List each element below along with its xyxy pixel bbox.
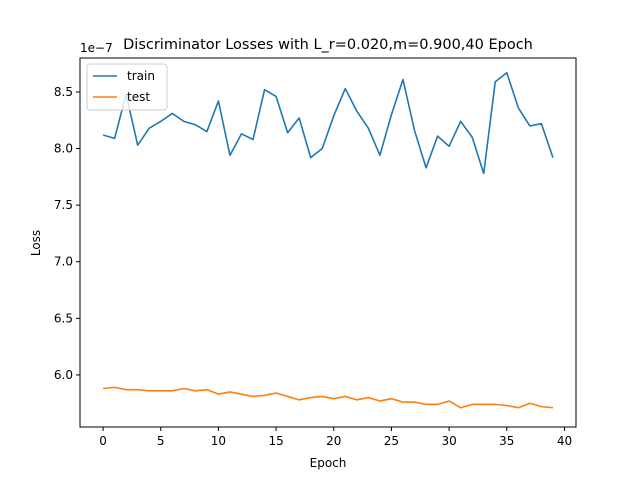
plot-frame xyxy=(79,57,577,428)
x-tick-label: 10 xyxy=(211,434,226,448)
legend: train test xyxy=(86,63,168,111)
series-line-test xyxy=(102,386,554,409)
x-tick-label: 0 xyxy=(99,434,107,448)
y-tick-label: 8.0 xyxy=(54,142,73,156)
series-line-train xyxy=(102,71,554,175)
x-tick-label: 20 xyxy=(326,434,341,448)
series-layer xyxy=(102,71,554,409)
y-axis-label: Loss xyxy=(29,230,43,256)
y-tick-label: 8.5 xyxy=(54,85,73,99)
chart-title: Discriminator Losses with L_r=0.020,m=0.… xyxy=(123,37,533,53)
legend-label-test: test xyxy=(127,90,150,104)
y-tick-label: 6.0 xyxy=(54,368,73,382)
y-tick-label: 6.5 xyxy=(54,311,73,325)
y-tick-label: 7.5 xyxy=(54,198,73,212)
x-tick-label: 25 xyxy=(384,434,399,448)
x-tick-label: 30 xyxy=(441,434,456,448)
x-tick-label: 15 xyxy=(268,434,283,448)
x-tick-label: 40 xyxy=(557,434,572,448)
x-tick-label: 5 xyxy=(157,434,165,448)
x-axis-label: Epoch xyxy=(310,456,347,470)
y-offset-text: 1e−7 xyxy=(80,41,113,55)
x-axis: 0 5 10 15 20 25 30 35 40 xyxy=(99,427,572,448)
x-tick-label: 35 xyxy=(499,434,514,448)
y-tick-label: 7.0 xyxy=(54,255,73,269)
y-axis: 6.0 6.5 7.0 7.5 8.0 8.5 xyxy=(54,85,80,382)
legend-label-train: train xyxy=(127,69,155,83)
